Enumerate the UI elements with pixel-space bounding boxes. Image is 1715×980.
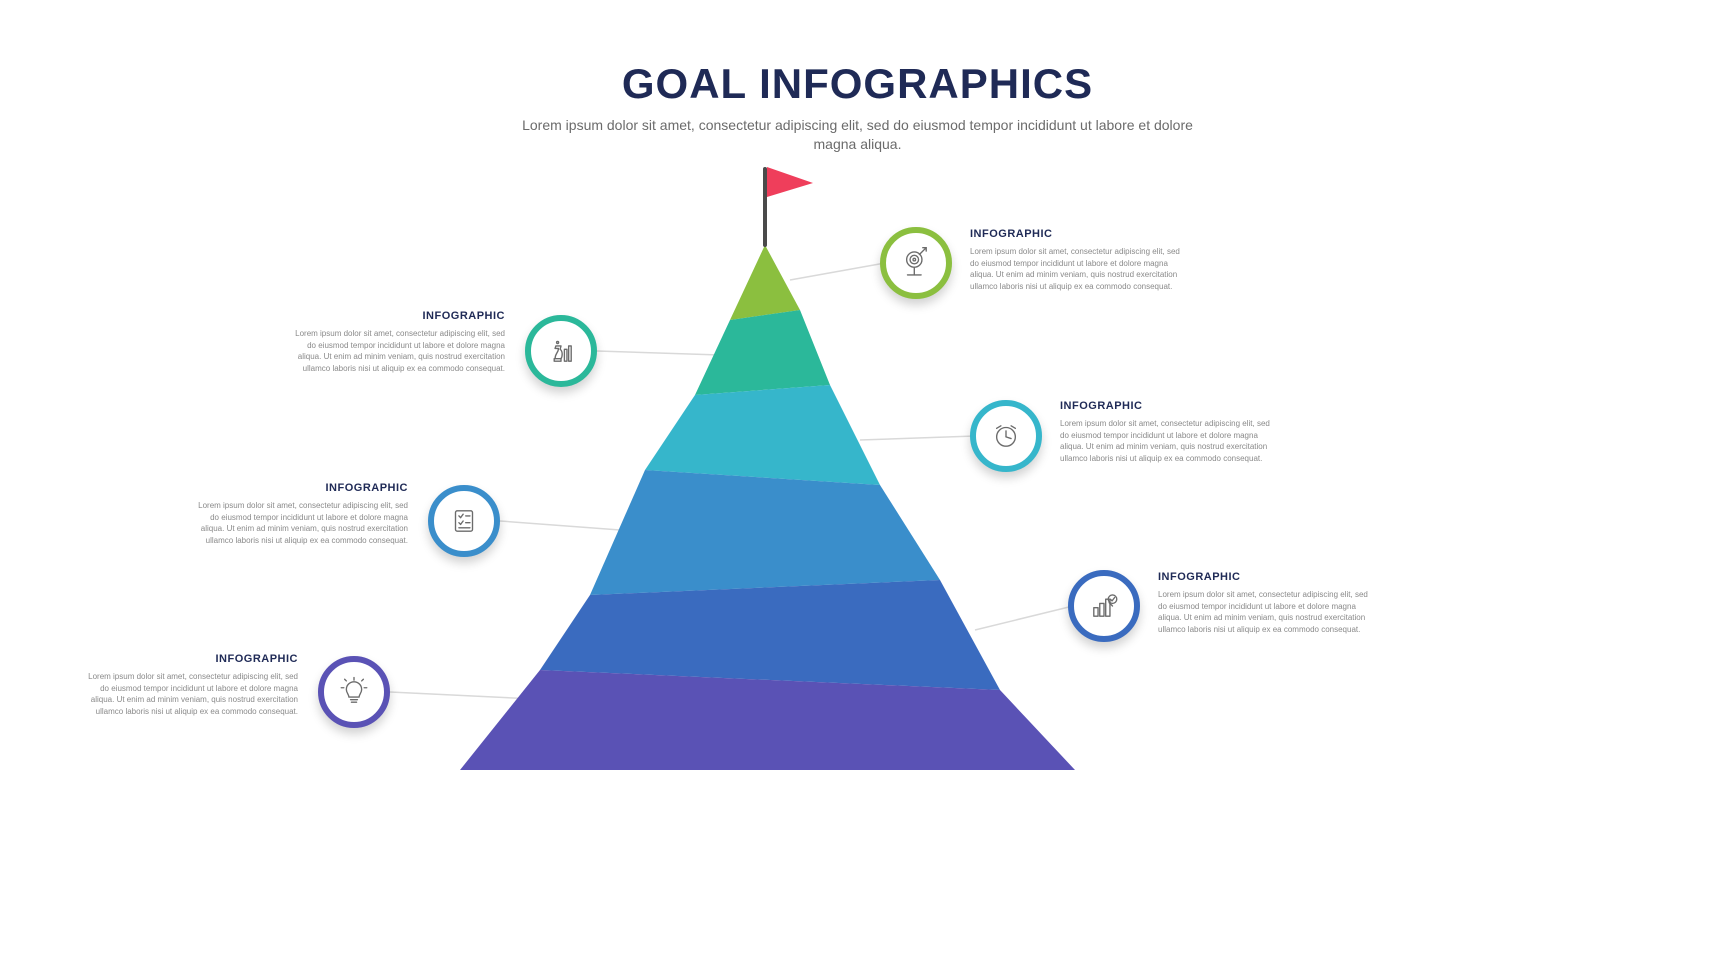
bulb-icon xyxy=(318,656,390,728)
pyramid-layer3 xyxy=(645,385,880,485)
callout-label: INFOGRAPHIC xyxy=(78,653,298,665)
callout-body: Lorem ipsum dolor sit amet, consectetur … xyxy=(1060,418,1280,464)
bars-check-icon xyxy=(1068,570,1140,642)
connector-c1 xyxy=(790,263,885,280)
stage: GOAL INFOGRAPHICS Lorem ipsum dolor sit … xyxy=(0,0,1715,980)
callout-label: INFOGRAPHIC xyxy=(1158,571,1378,583)
callout-c6: INFOGRAPHIC Lorem ipsum dolor sit amet, c… xyxy=(78,653,298,717)
connector-c5 xyxy=(975,606,1073,630)
callout-body: Lorem ipsum dolor sit amet, consectetur … xyxy=(970,246,1190,292)
connector-c3 xyxy=(860,436,975,440)
callout-body: Lorem ipsum dolor sit amet, consectetur … xyxy=(78,671,298,717)
flag-icon xyxy=(767,167,813,197)
flag-pole xyxy=(763,167,767,247)
callout-label: INFOGRAPHIC xyxy=(285,310,505,322)
callout-body: Lorem ipsum dolor sit amet, consectetur … xyxy=(1158,589,1378,635)
chess-icon xyxy=(525,315,597,387)
callout-label: INFOGRAPHIC xyxy=(188,482,408,494)
target-icon xyxy=(880,227,952,299)
callout-label: INFOGRAPHIC xyxy=(970,228,1190,240)
callout-c1: INFOGRAPHIC Lorem ipsum dolor sit amet, c… xyxy=(970,228,1190,292)
callout-c5: INFOGRAPHIC Lorem ipsum dolor sit amet, c… xyxy=(1158,571,1378,635)
checklist-icon xyxy=(428,485,500,557)
flag xyxy=(763,167,813,247)
callout-label: INFOGRAPHIC xyxy=(1060,400,1280,412)
pyramid-layer4 xyxy=(590,470,940,595)
connector-c2 xyxy=(597,351,720,355)
pyramid-layer2 xyxy=(695,310,830,395)
callout-body: Lorem ipsum dolor sit amet, consectetur … xyxy=(188,500,408,546)
callout-c2: INFOGRAPHIC Lorem ipsum dolor sit amet, c… xyxy=(285,310,505,374)
callout-c4: INFOGRAPHIC Lorem ipsum dolor sit amet, c… xyxy=(188,482,408,546)
callout-body: Lorem ipsum dolor sit amet, consectetur … xyxy=(285,328,505,374)
callout-c3: INFOGRAPHIC Lorem ipsum dolor sit amet, c… xyxy=(1060,400,1280,464)
pyramid-layer1 xyxy=(730,245,800,320)
clock-icon xyxy=(970,400,1042,472)
connector-c4 xyxy=(500,521,620,530)
